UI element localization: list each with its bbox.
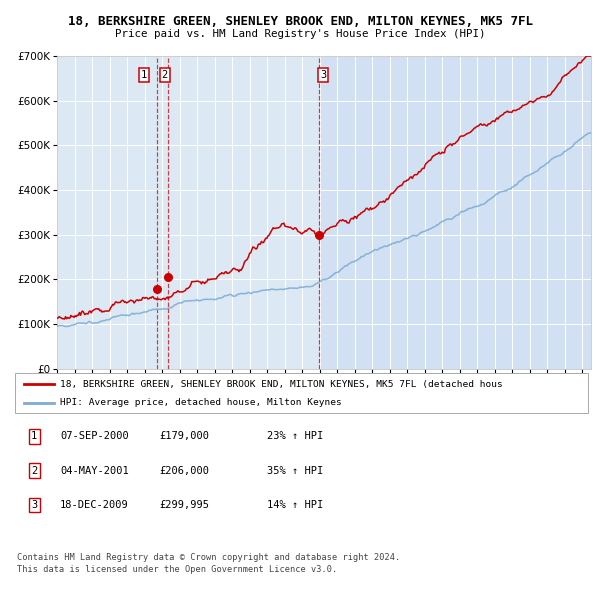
Text: This data is licensed under the Open Government Licence v3.0.: This data is licensed under the Open Gov… [17,565,337,574]
Text: 1: 1 [140,70,147,80]
Text: 35% ↑ HPI: 35% ↑ HPI [267,466,323,476]
Text: 04-MAY-2001: 04-MAY-2001 [60,466,129,476]
Text: £299,995: £299,995 [159,500,209,510]
Text: £179,000: £179,000 [159,431,209,441]
Text: 18, BERKSHIRE GREEN, SHENLEY BROOK END, MILTON KEYNES, MK5 7FL: 18, BERKSHIRE GREEN, SHENLEY BROOK END, … [67,15,533,28]
Text: £206,000: £206,000 [159,466,209,476]
Text: 2: 2 [31,466,37,476]
Text: 18, BERKSHIRE GREEN, SHENLEY BROOK END, MILTON KEYNES, MK5 7FL (detached hous: 18, BERKSHIRE GREEN, SHENLEY BROOK END, … [60,379,503,389]
Text: Contains HM Land Registry data © Crown copyright and database right 2024.: Contains HM Land Registry data © Crown c… [17,553,400,562]
Text: 3: 3 [320,70,326,80]
Text: 14% ↑ HPI: 14% ↑ HPI [267,500,323,510]
Text: 07-SEP-2000: 07-SEP-2000 [60,431,129,441]
Text: 18-DEC-2009: 18-DEC-2009 [60,500,129,510]
Text: 3: 3 [31,500,37,510]
Text: Price paid vs. HM Land Registry's House Price Index (HPI): Price paid vs. HM Land Registry's House … [115,30,485,39]
Bar [319,56,591,369]
Text: 23% ↑ HPI: 23% ↑ HPI [267,431,323,441]
Text: 1: 1 [31,431,37,441]
Text: 2: 2 [161,70,168,80]
Text: HPI: Average price, detached house, Milton Keynes: HPI: Average price, detached house, Milt… [60,398,342,408]
